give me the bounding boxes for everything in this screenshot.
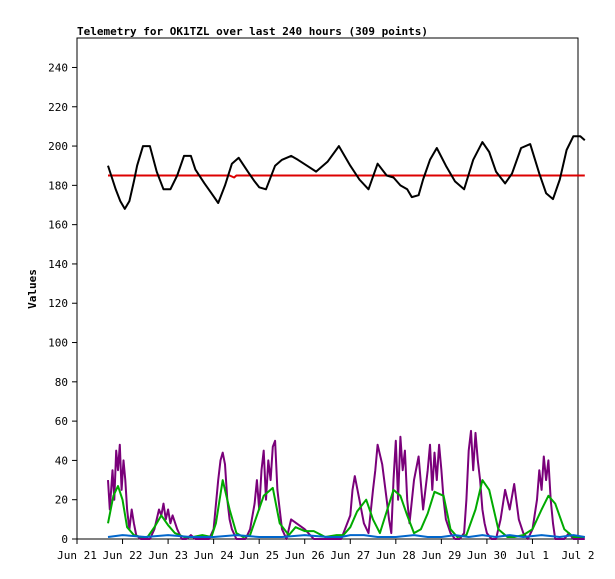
- x-tick-label: Jun 22: [103, 549, 143, 562]
- x-tick-label: Jun 29: [421, 549, 461, 562]
- series-line-4: [107, 429, 585, 540]
- y-tick-label: 20: [55, 494, 68, 507]
- chart-title: Telemetry for OK1TZL over last 240 hours…: [77, 25, 428, 38]
- y-tick-label: 160: [48, 219, 68, 232]
- y-tick-label: 120: [48, 297, 68, 310]
- series-line-2: [107, 479, 585, 538]
- y-tick-label: 100: [48, 337, 68, 350]
- series-line-0: [107, 135, 586, 210]
- y-tick-label: 180: [48, 179, 68, 192]
- x-axis: Jun 21 Jun 22 Jun 23 Jun 24 Jun 25 Jun 26 Jun …: [57, 539, 595, 562]
- y-tick-label: 40: [55, 454, 68, 467]
- y-tick-label: 240: [48, 61, 68, 74]
- y-axis-label: Values: [26, 269, 39, 309]
- y-tick-label: 200: [48, 140, 68, 153]
- y-tick-label: 140: [48, 258, 68, 271]
- y-axis: 0 20 40 60 80 100 120 140 160 180 200 220 240: [48, 61, 77, 546]
- plot-frame: [76, 37, 579, 540]
- x-tick-label: Jun 23: [148, 549, 188, 562]
- x-tick-label: Jun 21: [57, 549, 97, 562]
- y-tick-label: 80: [55, 376, 68, 389]
- x-tick-label: Jun 27: [330, 549, 370, 562]
- x-tick-label: Jun 24: [194, 549, 234, 562]
- y-tick-label: 0: [61, 533, 68, 546]
- plot-area: [76, 37, 579, 540]
- series-line-3: [107, 534, 585, 538]
- x-tick-label: Jun 30: [467, 549, 507, 562]
- x-tick-label: Jun 25: [239, 549, 279, 562]
- x-tick-label: Jun 26: [285, 549, 325, 562]
- series-layer: [107, 135, 586, 540]
- series-line-1: [108, 174, 585, 179]
- x-tick-label: Jul 2: [561, 549, 594, 562]
- x-tick-label: Jul 1: [516, 549, 549, 562]
- x-tick-label: Jun 28: [376, 549, 416, 562]
- y-tick-label: 60: [55, 415, 68, 428]
- y-tick-label: 220: [48, 101, 68, 114]
